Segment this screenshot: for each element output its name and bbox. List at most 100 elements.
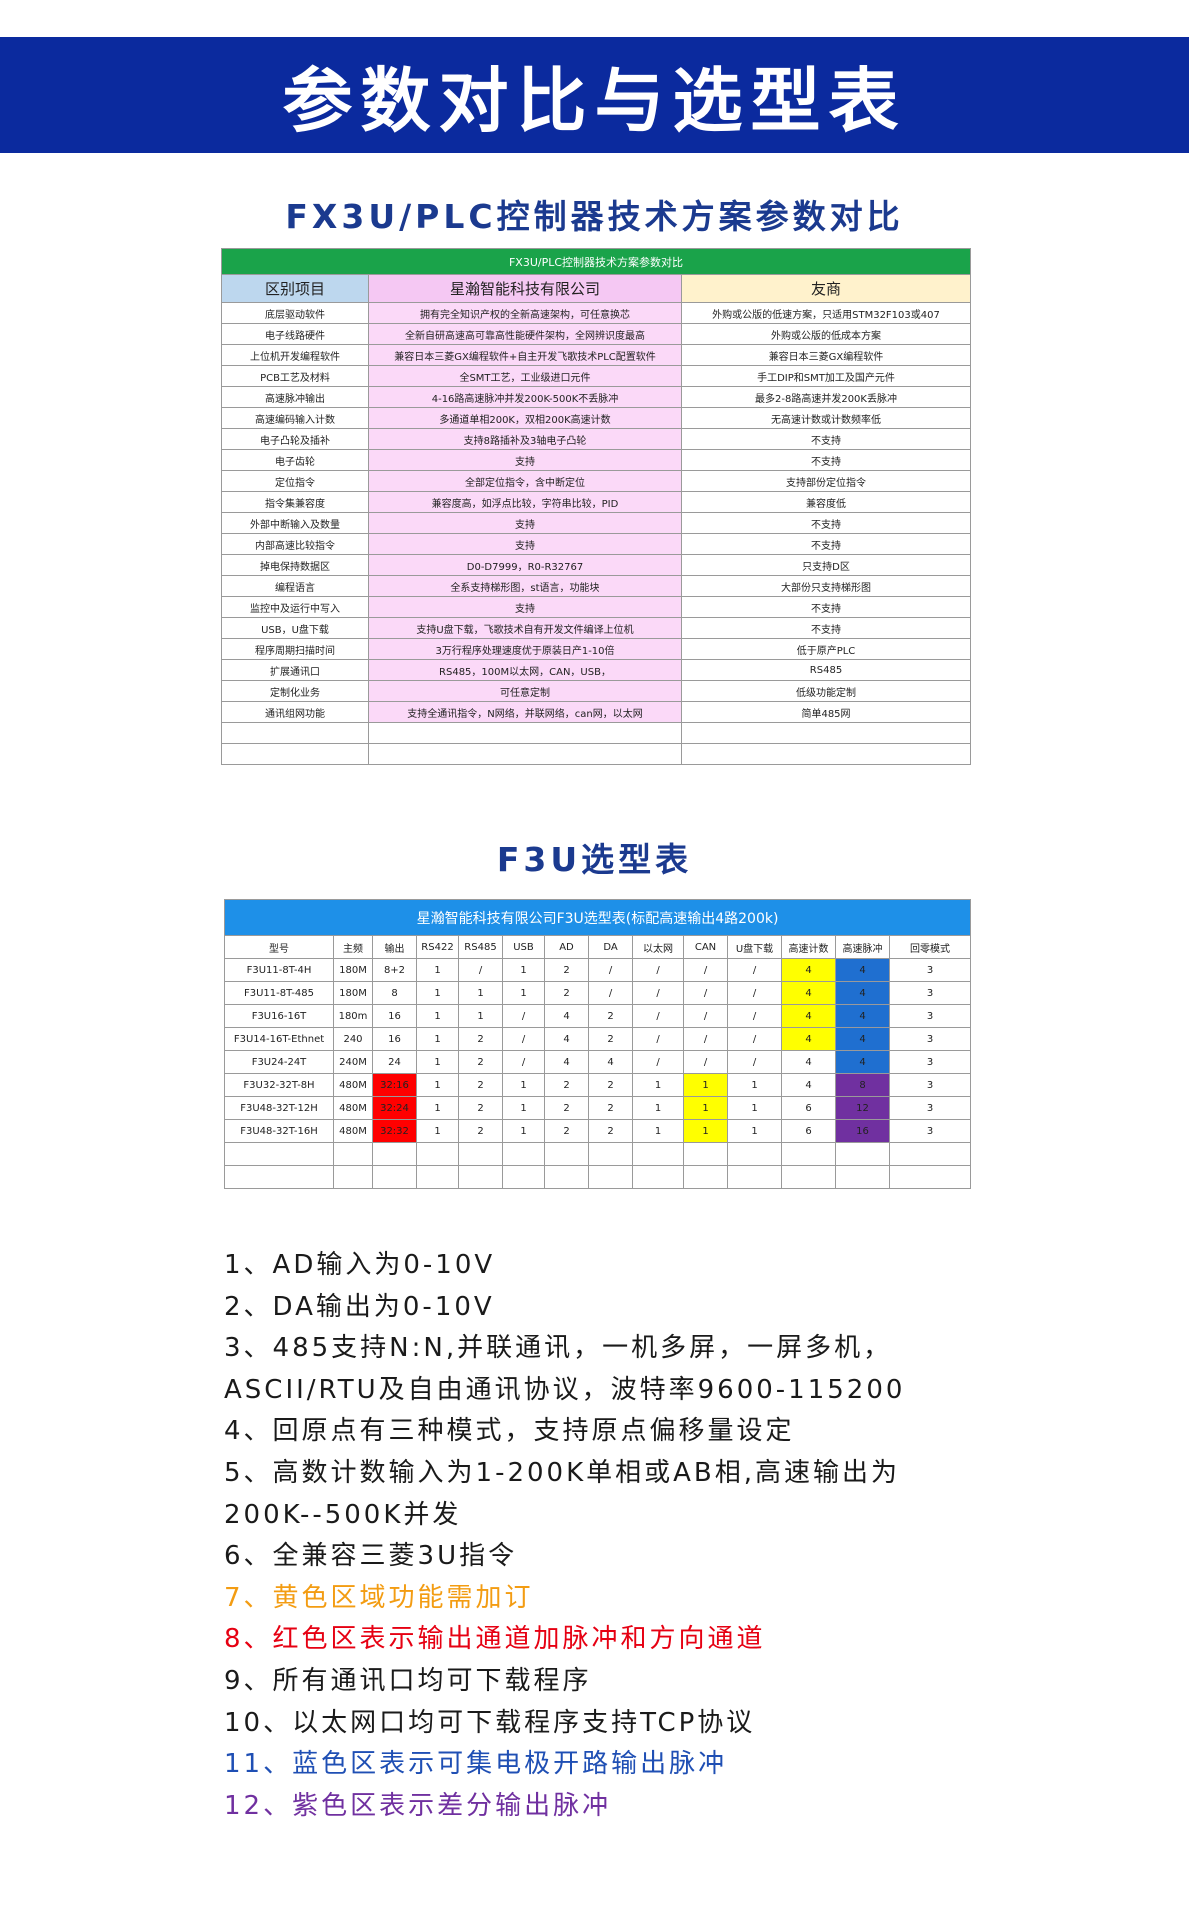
table-cell: D0-D7999，R0-R32767 — [368, 554, 682, 576]
header-row: 区别项目 星瀚智能科技有限公司 友商 — [221, 274, 971, 303]
table-cell: 1 — [416, 1096, 459, 1120]
note-item: 4、回原点有三种模式，支持原点偏移量设定 — [224, 1416, 795, 1447]
table-cell: 12 — [835, 1096, 890, 1120]
table-cell: / — [683, 1027, 728, 1051]
table-row: 电子齿轮 支持 不支持 — [221, 449, 971, 471]
table-cell: PCB工艺及材料 — [221, 365, 369, 387]
table-cell: 2 — [544, 1073, 589, 1097]
table-cell: 支持 — [368, 449, 682, 471]
section-title: FX3U/PLC控制器技术方案参数对比 — [285, 197, 904, 236]
blank-cell — [372, 1142, 417, 1166]
header-cell: 主频 — [333, 935, 373, 959]
table-row: 程序周期扫描时间 3万行程序处理速度优于原装日产1-10倍 低于原产PLC — [221, 638, 971, 660]
title-row: 星瀚智能科技有限公司F3U选型表(标配高速输出4路200k) — [223, 899, 972, 936]
table-cell: 外购或公版的低成本方案 — [681, 323, 971, 345]
table-cell: 4 — [544, 1004, 589, 1028]
table-cell: F3U11-8T-485 — [224, 981, 334, 1005]
table-cell: 不支持 — [681, 428, 971, 450]
table-cell: 高速脉冲输出 — [221, 386, 369, 408]
table-cell: 3 — [888, 1073, 972, 1097]
table-cell: 180M — [333, 981, 373, 1005]
table-cell: 4 — [781, 1050, 836, 1074]
table-cell: F3U48-32T-12H — [224, 1096, 334, 1120]
blank-cell — [372, 1165, 417, 1189]
table-title: 星瀚智能科技有限公司F3U选型表(标配高速输出4路200k) — [223, 899, 972, 936]
table-cell: 16 — [835, 1119, 890, 1143]
blank-cell — [681, 722, 971, 744]
header-cell: 型号 — [224, 935, 334, 959]
blank-cell — [681, 743, 971, 765]
blank-cell — [502, 1142, 545, 1166]
table-cell: 4 — [544, 1050, 589, 1074]
blank-cell — [835, 1165, 890, 1189]
table-cell: F3U32-32T-8H — [224, 1073, 334, 1097]
header-cell: USB — [502, 935, 545, 959]
table-cell: 3 — [888, 1004, 972, 1028]
blank-row — [221, 722, 971, 744]
table-cell: 1 — [727, 1073, 782, 1097]
table-cell: 2 — [458, 1119, 503, 1143]
table-cell: RS485，100M以太网，CAN，USB， — [368, 659, 682, 681]
table-cell: 2 — [458, 1073, 503, 1097]
header-cell: 输出 — [372, 935, 417, 959]
table-cell: 大部份只支持梯形图 — [681, 575, 971, 597]
blank-cell — [221, 743, 369, 765]
table-cell: 24 — [372, 1050, 417, 1074]
table-row: 掉电保持数据区 D0-D7999，R0-R32767 只支持D区 — [221, 554, 971, 576]
table-cell: 1 — [416, 958, 459, 982]
table-cell: / — [632, 958, 684, 982]
table-cell: 4 — [781, 1073, 836, 1097]
table-cell: 1 — [416, 1004, 459, 1028]
table-row: F3U24-24T 240M 24 1 2/4 4///4 4 3 — [224, 1050, 972, 1074]
table-cell: 手工DIP和SMT加工及国产元件 — [681, 365, 971, 387]
table-cell: 多通道单相200K，双相200K高速计数 — [368, 407, 682, 429]
table-cell: F3U16-16T — [224, 1004, 334, 1028]
table-cell: 3 — [888, 958, 972, 982]
table-cell: 电子线路硬件 — [221, 323, 369, 345]
table-cell: 底层驱动软件 — [221, 302, 369, 324]
note-item: 3、485支持N:N,并联通讯，一机多屏，一屏多机，ASCII/RTU及自由通讯… — [224, 1333, 906, 1405]
table-cell: 1 — [683, 1119, 728, 1143]
blank-row — [221, 743, 971, 765]
table-cell: 4 — [781, 981, 836, 1005]
blank-cell — [888, 1142, 972, 1166]
note-item: 2、DA输出为0-10V — [224, 1291, 495, 1322]
table-cell: 2 — [588, 1004, 633, 1028]
table-cell: 1 — [502, 981, 545, 1005]
blank-cell — [224, 1165, 334, 1189]
table-cell: 1 — [683, 1073, 728, 1097]
table-cell: 指令集兼容度 — [221, 491, 369, 513]
table-cell: 4 — [781, 1027, 836, 1051]
table-row: F3U32-32T-8H 480M 32:16 1 2 1 2 2 1 1 1 4 8 3 — [224, 1073, 972, 1097]
table-cell: 16 — [372, 1004, 417, 1028]
table-cell: 支持U盘下载，飞歌技术自有开发文件编译上位机 — [368, 617, 682, 639]
table-cell: / — [727, 1004, 782, 1028]
table-cell: 掉电保持数据区 — [221, 554, 369, 576]
blank-row — [224, 1165, 972, 1189]
table-cell: / — [632, 1050, 684, 1074]
table-cell: 3 — [888, 1096, 972, 1120]
table-cell: 3 — [888, 1119, 972, 1143]
table-cell: 支持部份定位指令 — [681, 470, 971, 492]
table-row: 编程语言 全系支持梯形图，st语言，功能块 大部份只支持梯形图 — [221, 575, 971, 597]
blank-cell — [835, 1142, 890, 1166]
table-row: F3U11-8T-4H 180M 8+2 1/1 2// //4 4 3 — [224, 958, 972, 982]
table-cell: USB，U盘下载 — [221, 617, 369, 639]
table-cell: 不支持 — [681, 449, 971, 471]
table-cell: 2 — [544, 1096, 589, 1120]
table-cell: 1 — [632, 1119, 684, 1143]
table-row: USB，U盘下载 支持U盘下载，飞歌技术自有开发文件编译上位机 不支持 — [221, 617, 971, 639]
table-cell: 定位指令 — [221, 470, 369, 492]
table-cell: 无高速计数或计数频率低 — [681, 407, 971, 429]
table-cell: 8 — [835, 1073, 890, 1097]
table-cell: / — [727, 1050, 782, 1074]
table-cell: 4 — [588, 1050, 633, 1074]
header-cell: 友商 — [681, 274, 971, 303]
table-cell: 编程语言 — [221, 575, 369, 597]
table-cell: 全部定位指令，含中断定位 — [368, 470, 682, 492]
table-cell: 1 — [416, 981, 459, 1005]
comparison-table: FX3U/PLC控制器技术方案参数对比 区别项目 星瀚智能科技有限公司 友商 底层驱动软… — [221, 248, 971, 765]
header-cell: RS422 — [416, 935, 459, 959]
note-item: 5、高数计数输入为1-200K单相或AB相,高速输出为200K--500K并发 — [224, 1457, 901, 1530]
table-row: 外部中断输入及数量 支持 不支持 — [221, 512, 971, 534]
